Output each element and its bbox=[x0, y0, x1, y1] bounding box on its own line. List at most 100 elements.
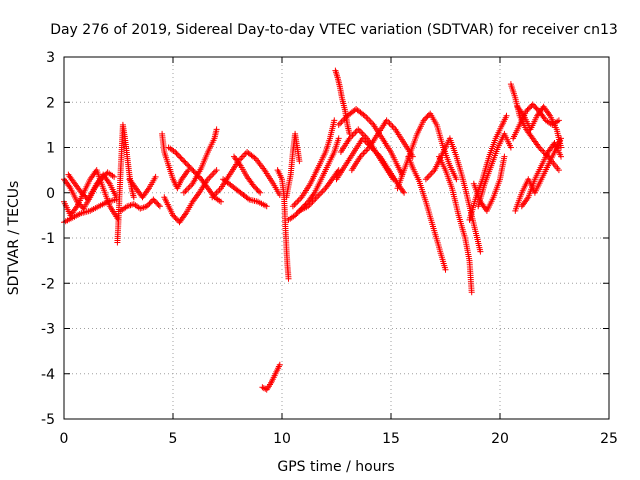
data-point bbox=[558, 153, 564, 160]
data-point bbox=[213, 126, 220, 133]
data-point bbox=[178, 155, 185, 162]
data-point bbox=[335, 135, 342, 142]
data-point bbox=[182, 159, 189, 166]
data-point bbox=[130, 194, 137, 201]
data-point bbox=[524, 106, 531, 113]
series-track-27 bbox=[405, 153, 449, 273]
data-point bbox=[170, 212, 176, 219]
data-point bbox=[82, 193, 89, 200]
series-track-24 bbox=[337, 126, 397, 183]
y-tick-label: -2 bbox=[41, 276, 55, 292]
data-point bbox=[295, 197, 302, 204]
data-point bbox=[360, 111, 367, 118]
data-point bbox=[177, 154, 184, 161]
data-point bbox=[422, 176, 429, 183]
data-point bbox=[507, 144, 514, 151]
data-point bbox=[501, 153, 508, 160]
data-point bbox=[152, 173, 159, 180]
data-point bbox=[210, 170, 217, 177]
data-point bbox=[422, 116, 428, 122]
y-tick-label: -4 bbox=[41, 367, 55, 383]
data-point bbox=[453, 176, 460, 183]
data-point bbox=[143, 203, 150, 210]
y-tick-label: 2 bbox=[46, 95, 55, 111]
data-point bbox=[252, 184, 258, 191]
data-point bbox=[525, 105, 532, 112]
data-point bbox=[190, 168, 197, 174]
plot-frame bbox=[63, 56, 610, 420]
data-point bbox=[146, 200, 153, 207]
data-point bbox=[184, 161, 190, 168]
data-point bbox=[263, 203, 270, 210]
data-point bbox=[212, 168, 219, 175]
x-axis-label: GPS time / hours bbox=[277, 459, 394, 475]
data-point bbox=[173, 150, 180, 157]
series-track-37 bbox=[518, 140, 564, 210]
data-point bbox=[255, 188, 262, 195]
data-point bbox=[427, 171, 434, 178]
data-point bbox=[172, 149, 179, 155]
x-tick-label: 15 bbox=[382, 431, 400, 447]
data-point bbox=[531, 102, 537, 109]
data-point bbox=[292, 212, 299, 219]
data-point bbox=[558, 144, 564, 151]
data-point bbox=[151, 197, 158, 204]
data-point bbox=[555, 117, 562, 124]
data-point bbox=[294, 198, 301, 205]
data-point bbox=[296, 158, 303, 165]
data-point bbox=[389, 123, 396, 130]
data-point bbox=[349, 132, 356, 139]
data-point bbox=[361, 149, 368, 155]
data-point bbox=[316, 191, 323, 198]
data-point bbox=[150, 196, 157, 203]
data-point bbox=[145, 202, 152, 208]
data-point bbox=[99, 174, 106, 181]
data-point bbox=[209, 171, 216, 178]
data-point bbox=[291, 201, 298, 208]
y-tick-label: -3 bbox=[41, 322, 55, 338]
data-point bbox=[98, 176, 105, 183]
data-point bbox=[218, 198, 224, 205]
data-point bbox=[425, 173, 432, 180]
y-tick-label: -1 bbox=[41, 231, 55, 247]
data-point bbox=[293, 211, 300, 217]
data-point bbox=[537, 146, 544, 152]
data-point bbox=[386, 120, 393, 127]
data-point bbox=[186, 164, 193, 170]
data-point bbox=[424, 174, 431, 181]
data-point bbox=[363, 147, 370, 154]
data-point bbox=[79, 191, 86, 198]
x-tick-label: 0 bbox=[60, 431, 69, 447]
series-track-6 bbox=[117, 196, 163, 214]
series-track-10 bbox=[165, 144, 224, 205]
data-point bbox=[424, 113, 431, 120]
data-point bbox=[154, 200, 161, 207]
data-point bbox=[185, 162, 192, 169]
series-track-23 bbox=[335, 106, 405, 178]
series-track-7 bbox=[126, 173, 159, 201]
y-tick-label: -5 bbox=[41, 412, 55, 428]
data-point bbox=[147, 199, 154, 206]
data-point bbox=[388, 121, 394, 128]
data-point bbox=[257, 189, 264, 196]
data-point bbox=[423, 114, 430, 121]
data-point bbox=[420, 117, 427, 124]
data-point bbox=[364, 115, 371, 122]
data-point bbox=[185, 185, 192, 192]
data-point bbox=[477, 248, 484, 255]
data-point bbox=[155, 202, 162, 208]
data-point bbox=[523, 108, 530, 115]
data-point bbox=[533, 105, 540, 112]
data-point bbox=[156, 203, 163, 210]
data-point bbox=[102, 172, 108, 179]
series-track-5 bbox=[114, 121, 137, 246]
data-point bbox=[442, 266, 449, 273]
series-track-13 bbox=[220, 176, 270, 210]
data-point bbox=[78, 189, 85, 196]
data-point bbox=[183, 186, 190, 193]
series-track-20 bbox=[296, 167, 342, 214]
chart-title: Day 276 of 2019, Sidereal Day-to-day VTE… bbox=[50, 22, 618, 38]
data-point bbox=[468, 289, 475, 296]
data-point bbox=[358, 129, 365, 136]
